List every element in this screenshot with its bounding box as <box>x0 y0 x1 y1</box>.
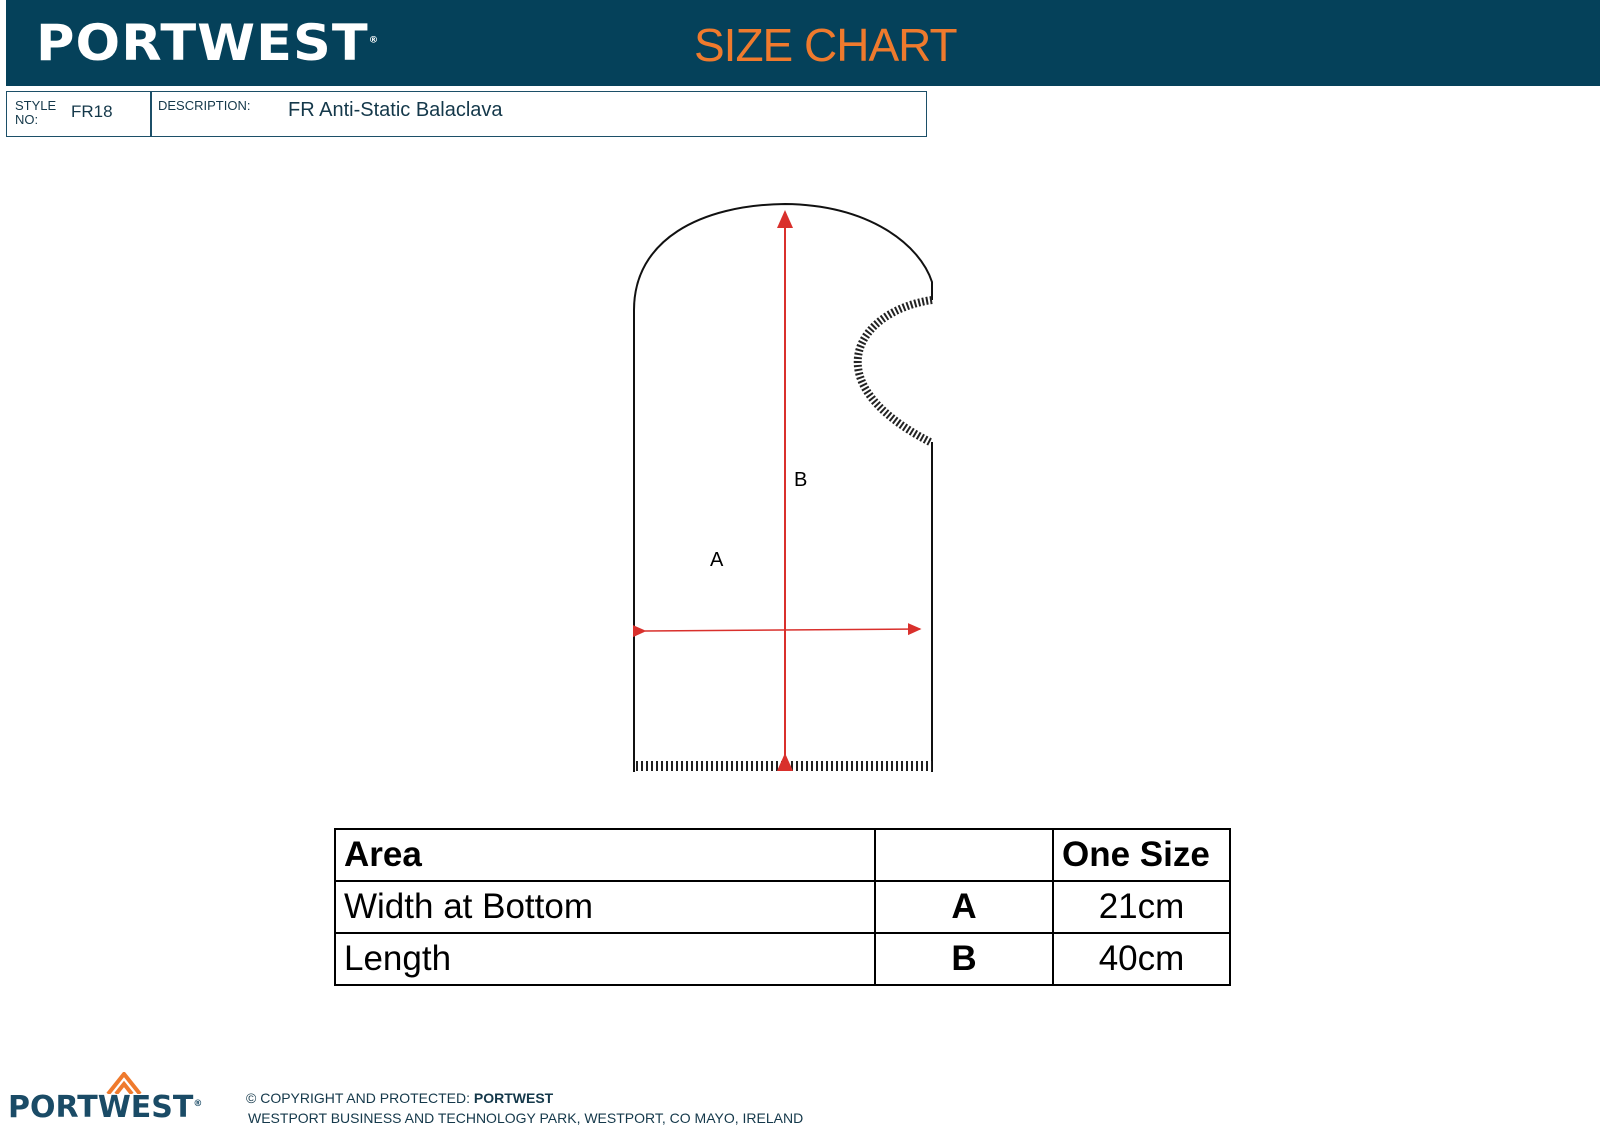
table-header-row: Area One Size <box>334 828 1231 882</box>
style-box: STYLE NO: FR18 <box>6 91 151 137</box>
header-one-size: One Size <box>1052 828 1231 882</box>
description-label: DESCRIPTION: <box>158 98 251 113</box>
size-table: Area One Size Width at Bottom A 21cm Len… <box>334 828 1231 986</box>
table-row: Width at Bottom A 21cm <box>334 880 1231 934</box>
balaclava-outline <box>633 202 933 772</box>
brand-logo: PORTWEST® <box>36 14 380 72</box>
header-bar: PORTWEST® SIZE CHART <box>6 0 1600 86</box>
page-title: SIZE CHART <box>694 19 958 71</box>
size-cell: 40cm <box>1052 932 1231 986</box>
description-value: FR Anti-Static Balaclava <box>288 99 503 121</box>
footer-logo: PORTWEST® <box>8 1090 203 1125</box>
size-cell: 21cm <box>1052 880 1231 934</box>
label-b: B <box>794 469 807 491</box>
portwest-peak-icon <box>106 1072 142 1094</box>
address-text: WESTPORT BUSINESS AND TECHNOLOGY PARK, W… <box>248 1110 804 1126</box>
header-code <box>874 828 1054 882</box>
table-row: Length B 40cm <box>334 932 1231 986</box>
description-box: DESCRIPTION: FR Anti-Static Balaclava <box>151 91 927 137</box>
area-cell: Width at Bottom <box>334 880 876 934</box>
area-cell: Length <box>334 932 876 986</box>
label-a: A <box>710 549 724 571</box>
code-cell: A <box>874 880 1054 934</box>
code-cell: B <box>874 932 1054 986</box>
style-label: STYLE NO: <box>15 98 57 127</box>
header-area: Area <box>334 828 876 882</box>
style-value: FR18 <box>71 102 113 121</box>
face-opening <box>853 296 933 446</box>
copyright-text: © COPYRIGHT AND PROTECTED: PORTWEST <box>246 1090 554 1106</box>
arrow-a <box>632 623 922 638</box>
